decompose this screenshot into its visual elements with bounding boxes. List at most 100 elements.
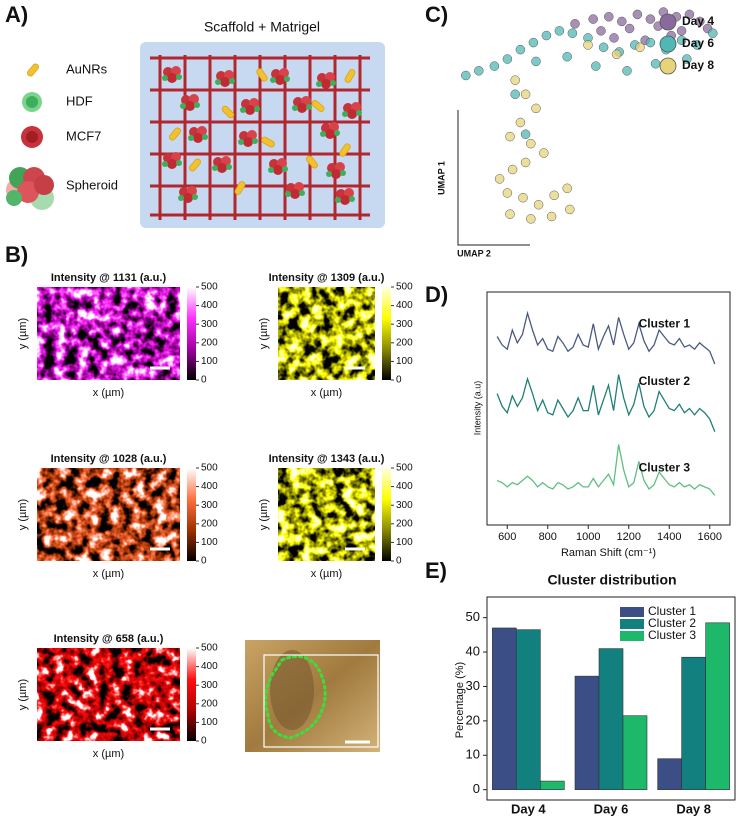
x-axis-label: UMAP 2 — [457, 248, 491, 258]
y-tick-label: 20 — [466, 712, 480, 727]
spectrum-line — [496, 444, 716, 496]
point — [510, 89, 520, 100]
bar — [574, 675, 600, 790]
legend-label: HDF — [66, 93, 93, 108]
legend-label: Day 4 — [682, 14, 714, 28]
x-tick-label: 600 — [498, 531, 516, 543]
heatmap-image — [37, 287, 180, 380]
legend-label: Day 8 — [682, 58, 714, 72]
point — [611, 49, 622, 60]
point — [531, 56, 541, 67]
x-tick-label: 800 — [539, 531, 557, 543]
colorbar-tick-label: 400 — [201, 661, 218, 672]
x-axis-label: Raman Shift (cm⁻¹) — [561, 547, 656, 559]
spheroid-icon — [6, 167, 54, 210]
point — [541, 30, 552, 41]
point — [583, 40, 593, 50]
bar — [657, 758, 682, 790]
colorbar — [187, 648, 196, 741]
colorbar — [382, 468, 391, 561]
panel-label: C) — [425, 2, 448, 27]
x-tick-label: Day 4 — [511, 801, 546, 816]
bar — [598, 648, 624, 790]
colorbar-tick-label: 0 — [201, 375, 207, 386]
legend-swatch — [620, 631, 644, 641]
y-axis-label: y (µm) — [17, 679, 29, 710]
series-label: Cluster 3 — [639, 461, 691, 475]
point — [632, 9, 643, 20]
bar — [516, 629, 541, 790]
series-label: Cluster 1 — [639, 317, 691, 331]
y-axis-label: Intensity (a.u) — [472, 381, 482, 436]
y-tick-label: 0 — [473, 781, 480, 796]
panel-label: B) — [5, 242, 28, 267]
panel-label: A) — [5, 2, 28, 27]
colorbar-tick-label: 100 — [396, 537, 413, 548]
legend-label: MCF7 — [66, 128, 101, 143]
colorbar-tick-label: 0 — [201, 736, 207, 747]
y-tick-label: 50 — [466, 609, 480, 624]
legend-swatch — [620, 619, 644, 629]
colorbar-tick-label: 0 — [396, 375, 402, 386]
point — [695, 16, 705, 27]
series-label: Cluster 2 — [639, 374, 691, 388]
chart-title: Cluster distribution — [547, 572, 676, 588]
colorbar — [382, 287, 391, 380]
point — [539, 148, 549, 158]
bar — [540, 780, 565, 790]
point — [505, 131, 515, 142]
colorbar-tick-label: 200 — [396, 518, 413, 529]
point — [676, 35, 687, 45]
y-axis-label: y (µm) — [258, 318, 270, 349]
colorbar-tick-label: 100 — [201, 537, 218, 548]
colorbar-tick-label: 500 — [396, 282, 413, 293]
microscope-image — [245, 640, 380, 752]
x-tick-label: 1400 — [657, 531, 681, 543]
spectrum-line — [496, 310, 716, 365]
colorbar-tick-label: 200 — [201, 518, 218, 529]
point — [565, 204, 575, 215]
point — [526, 214, 536, 224]
legend-marker — [659, 57, 677, 75]
x-tick-label: 1000 — [576, 531, 600, 543]
point — [562, 183, 572, 194]
colorbar-tick-label: 100 — [201, 717, 218, 728]
heatmap-title: Intensity @ 1028 (a.u.) — [51, 453, 167, 465]
point — [474, 66, 484, 76]
bar — [622, 715, 648, 790]
y-axis-label: y (µm) — [17, 318, 29, 349]
point — [533, 200, 544, 210]
y-axis-label: y (µm) — [17, 499, 29, 530]
panel-label: E) — [425, 558, 447, 583]
axis-line — [457, 110, 530, 246]
point — [635, 42, 645, 53]
point — [609, 33, 619, 43]
point — [528, 37, 539, 48]
point — [624, 23, 635, 34]
x-axis-label: x (µm) — [311, 568, 342, 580]
colorbar-tick-label: 200 — [201, 337, 218, 348]
y-axis-label: y (µm) — [258, 499, 270, 530]
y-axis-label: UMAP 1 — [436, 161, 446, 195]
point — [604, 12, 614, 22]
point — [650, 59, 661, 69]
x-tick-label: Day 6 — [594, 801, 629, 816]
plot-frame — [486, 291, 731, 526]
point — [645, 37, 656, 48]
point — [507, 164, 518, 175]
point — [520, 157, 531, 168]
bar — [705, 622, 730, 790]
heatmap-title: Intensity @ 1343 (a.u.) — [269, 453, 385, 465]
heatmap-image — [278, 468, 375, 561]
spectrum-line — [496, 374, 716, 433]
legend-label: AuNRs — [66, 61, 108, 76]
legend-label: Spheroid — [66, 177, 118, 192]
x-axis-label: x (µm) — [93, 748, 124, 760]
point — [591, 61, 601, 71]
colorbar-tick-label: 400 — [396, 300, 413, 311]
point — [596, 26, 606, 36]
point — [515, 117, 526, 128]
point — [570, 19, 580, 29]
y-tick-label: 30 — [466, 678, 480, 693]
colorbar-tick-label: 0 — [201, 556, 207, 567]
